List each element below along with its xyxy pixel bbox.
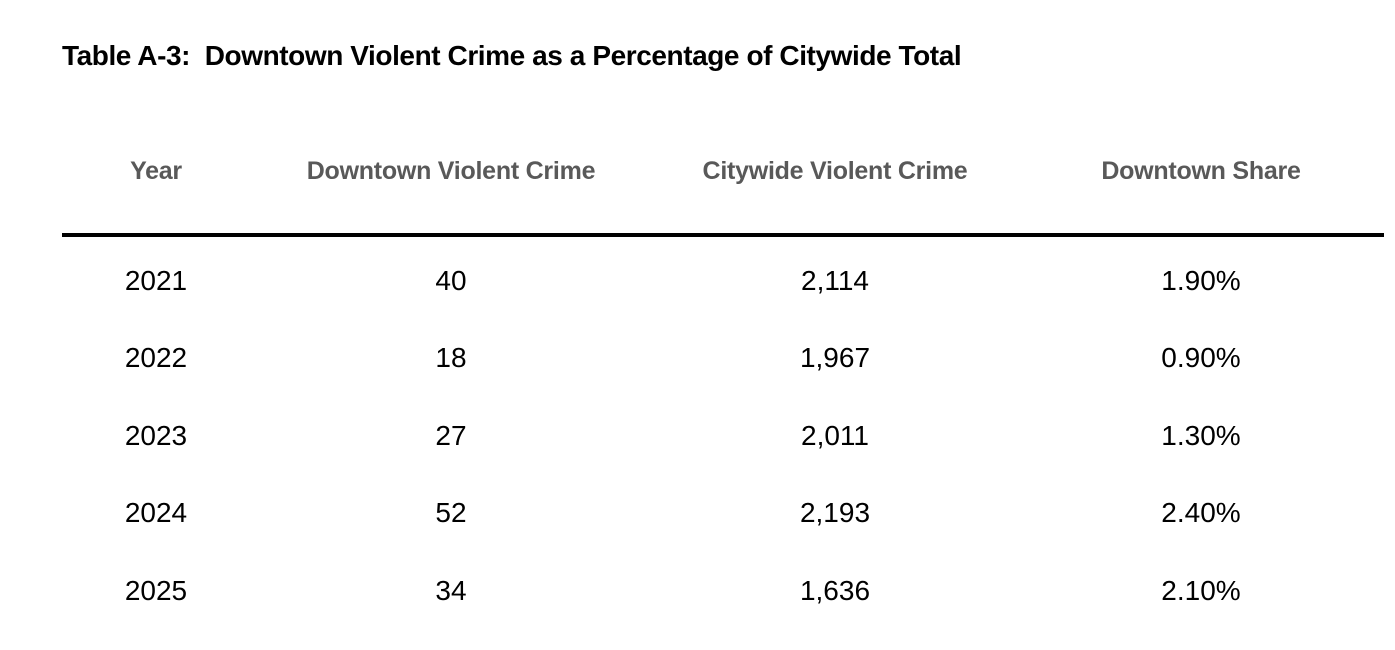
cell-year: 2024 — [124, 497, 188, 529]
cell-citywide-violent-crime: 1,967 — [799, 342, 871, 374]
cell-downtown-share: 2.40% — [1161, 497, 1241, 529]
cell-downtown-violent-crime: 52 — [435, 497, 467, 529]
table-row: 2025 34 1,636 2.10% — [62, 552, 1384, 630]
cell-downtown-violent-crime: 40 — [435, 264, 467, 296]
cell-citywide-violent-crime: 1,636 — [799, 574, 871, 606]
header-divider-rule — [62, 233, 1384, 237]
table-row: 2024 52 2,193 2.40% — [62, 475, 1384, 553]
cell-year: 2023 — [124, 419, 188, 451]
cell-downtown-violent-crime: 18 — [435, 342, 467, 374]
cell-downtown-violent-crime: 27 — [435, 419, 467, 451]
cell-downtown-share: 1.90% — [1161, 264, 1241, 296]
column-header-downtown-share: Downtown Share — [1101, 156, 1301, 185]
table-row: 2022 18 1,967 0.90% — [62, 320, 1384, 398]
cell-year: 2021 — [124, 264, 188, 296]
table-row: 2021 40 2,114 1.90% — [62, 242, 1384, 320]
cell-downtown-violent-crime: 34 — [435, 574, 467, 606]
cell-citywide-violent-crime: 2,114 — [801, 264, 869, 296]
table-row: 2023 27 2,011 1.30% — [62, 397, 1384, 475]
cell-citywide-violent-crime: 2,011 — [801, 419, 869, 451]
cell-downtown-share: 0.90% — [1161, 342, 1241, 374]
crime-share-table: Year Downtown Violent Crime Citywide Vio… — [62, 146, 1384, 630]
column-header-year: Year — [130, 156, 182, 185]
table-body: 2021 40 2,114 1.90% 2022 18 1,967 0.90% … — [62, 242, 1384, 630]
cell-citywide-violent-crime: 2,193 — [799, 497, 871, 529]
cell-downtown-share: 1.30% — [1161, 419, 1241, 451]
column-header-downtown-violent-crime: Downtown Violent Crime — [306, 156, 596, 185]
table-title: Table A-3: Downtown Violent Crime as a P… — [62, 40, 962, 71]
cell-downtown-share: 2.10% — [1161, 574, 1241, 606]
cell-year: 2022 — [124, 342, 188, 374]
column-header-citywide-violent-crime: Citywide Violent Crime — [702, 156, 968, 185]
table-header-row: Year Downtown Violent Crime Citywide Vio… — [62, 146, 1384, 196]
cell-year: 2025 — [124, 574, 188, 606]
